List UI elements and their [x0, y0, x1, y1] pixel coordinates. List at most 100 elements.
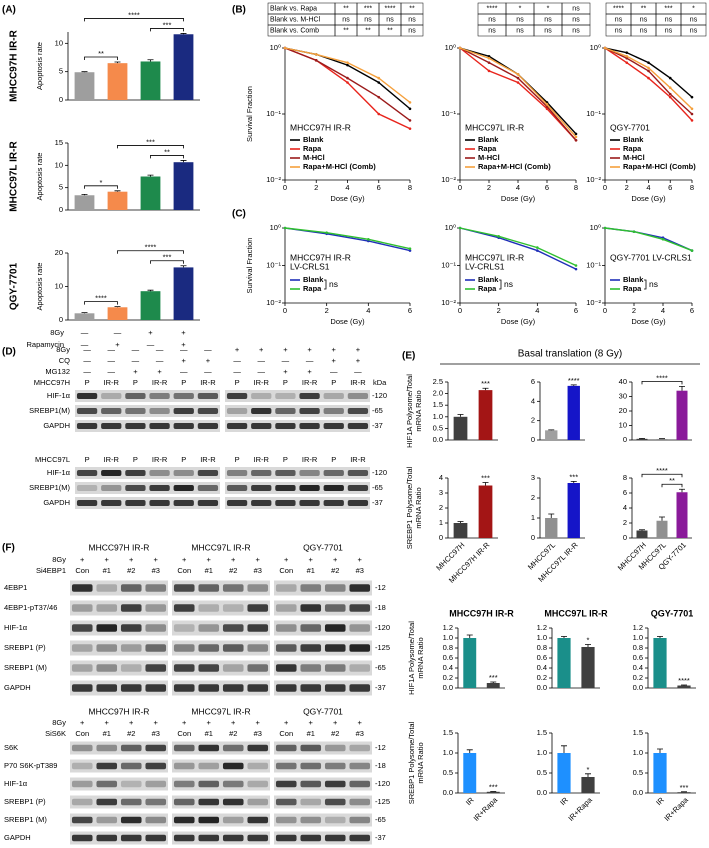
y-tick-label: 10	[55, 38, 63, 47]
x-tick-label: 0	[458, 306, 462, 315]
series-line	[284, 47, 411, 121]
y-tick-label: 1.2	[633, 623, 643, 632]
error-bar	[679, 385, 685, 391]
blot-band	[323, 485, 344, 491]
blot-band	[198, 762, 220, 770]
blot-band	[324, 604, 346, 612]
bar	[557, 753, 571, 793]
kda-label: -65	[375, 663, 386, 672]
blot-strip	[274, 777, 372, 791]
blot-band	[149, 408, 170, 414]
y-tick-label: 10⁻²	[586, 175, 601, 184]
table-row-label: Blank vs. M-HCl	[270, 16, 321, 23]
blot-band	[275, 834, 297, 842]
bar	[107, 307, 128, 320]
y-tick-label: 10⁰	[270, 43, 281, 52]
bar	[463, 638, 477, 688]
x-tick-label: 6	[668, 183, 672, 192]
significance-bracket	[84, 18, 184, 22]
lane-label: P	[85, 455, 90, 464]
bar	[478, 485, 493, 538]
bar	[656, 438, 668, 440]
blot-strip	[70, 620, 168, 636]
condition-mark: +	[154, 718, 159, 727]
significance: **	[669, 476, 675, 485]
bar	[653, 753, 667, 793]
panel-e-title: Basal translation (8 Gy)	[518, 349, 623, 360]
blot-strip	[172, 759, 270, 773]
series-point	[377, 76, 381, 80]
significance: *	[100, 178, 103, 187]
y-tick-label: 4	[439, 473, 443, 482]
x-tick-label: 0	[283, 306, 287, 315]
series-line	[604, 47, 693, 98]
blot-band	[173, 485, 194, 491]
series-line	[604, 227, 693, 252]
kda-label: -12	[375, 743, 386, 752]
blot-band	[101, 408, 122, 414]
condition-mark: #2	[229, 729, 237, 738]
blot-band	[275, 624, 297, 632]
series-point	[458, 46, 462, 50]
cell-line-label: MHCC97L	[35, 455, 70, 464]
error-bar	[561, 745, 567, 753]
blot-band	[173, 470, 194, 476]
blot-band	[149, 485, 170, 491]
kda-label: -18	[375, 603, 386, 612]
error-bar	[570, 481, 577, 483]
condition-mark: #3	[254, 729, 262, 738]
significance-bracket	[661, 483, 683, 488]
kda-label: -37	[375, 683, 386, 692]
y-tick-label: 10⁻²	[441, 298, 456, 307]
legend-bracket	[499, 279, 502, 290]
error-bar	[482, 387, 489, 391]
blot-band	[145, 604, 167, 612]
lane-label: P	[181, 455, 186, 464]
series-point	[668, 86, 672, 90]
lane-label: P	[133, 455, 138, 464]
y-tick-label: 5	[59, 67, 63, 76]
condition-mark: #1	[205, 566, 213, 575]
y-tick-label: 0.8	[443, 643, 453, 652]
blot-band	[145, 762, 167, 770]
condition-mark: #1	[103, 729, 111, 738]
block-heading: MHCC97H IR-R	[89, 542, 150, 552]
blot-band	[198, 684, 220, 692]
x-tick-label: 0	[458, 183, 462, 192]
x-tick-label: 2	[625, 183, 629, 192]
blot-band	[300, 762, 322, 770]
legend-note: ns	[504, 279, 513, 289]
treatment-mark: —	[147, 340, 155, 349]
blot-band	[71, 762, 93, 770]
category-label: IR+Rapa	[472, 795, 500, 823]
series-point	[632, 230, 636, 233]
blot-band	[76, 393, 98, 399]
blot-band	[247, 684, 269, 692]
significance-bracket	[150, 28, 184, 32]
condition-mark: +	[133, 367, 138, 376]
condition-mark: #2	[331, 729, 339, 738]
bar	[453, 523, 468, 538]
blot-band	[247, 816, 269, 824]
significance: ***	[163, 253, 172, 262]
legend-label: Rapa+M-HCl (Comb)	[623, 162, 696, 171]
condition-mark: Con	[75, 729, 89, 738]
lane-label: P	[133, 378, 138, 387]
series-point	[516, 72, 520, 76]
band-label: SREBP1 (M)	[4, 663, 47, 672]
legend-label: Blank	[623, 275, 644, 284]
blot-band	[275, 500, 296, 506]
error-bar	[639, 529, 645, 531]
blot-band	[71, 816, 93, 824]
kda-label: -12	[375, 583, 386, 592]
y-tick-label: 1.5	[443, 728, 453, 737]
lane-label: IR-R	[104, 455, 120, 464]
chart-title: QGY-7701	[610, 122, 650, 132]
series-point	[647, 61, 650, 64]
band-label: HIF-1α	[4, 623, 28, 632]
significance: ***	[481, 379, 490, 388]
condition-mark: —	[180, 345, 188, 354]
y-tick-label: 0	[439, 533, 443, 542]
condition-mark: —	[330, 367, 338, 376]
series-point	[487, 69, 491, 73]
